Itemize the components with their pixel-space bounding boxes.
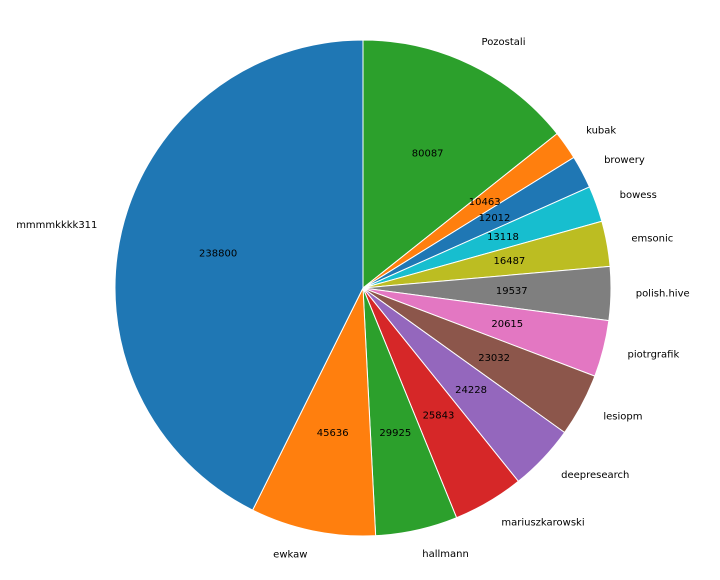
slice-category-label-deepresearch: deepresearch <box>561 470 629 481</box>
slice-value-label-lesiopm: 23032 <box>478 353 510 364</box>
slice-category-label-emsonic: emsonic <box>631 234 673 245</box>
slices-layer <box>114 39 612 537</box>
category-labels-layer: Pozostali kubak browery bowess emsonic polish… <box>16 37 689 561</box>
slice-value-label-emsonic: 16487 <box>493 256 525 267</box>
slice-category-label-mariuszkarowski: mariuszkarowski <box>501 518 584 529</box>
slice-value-label-hallmann: 29925 <box>379 428 411 439</box>
slice-category-label-hallmann: hallmann <box>422 549 469 560</box>
slice-category-label-lesiopm: lesiopm <box>603 412 642 423</box>
slice-value-label-polish-hive: 19537 <box>496 286 528 297</box>
slice-value-label-piotrgrafik: 20615 <box>491 319 523 330</box>
slice-value-label-ewkaw: 45636 <box>317 428 349 439</box>
slice-value-label-deepresearch: 24228 <box>455 385 487 396</box>
slice-category-label-polish-hive: polish.hive <box>636 289 690 300</box>
pie-slice-ewkaw <box>252 287 377 537</box>
slice-value-label-pozostali: 80087 <box>412 148 444 159</box>
slice-value-label-bowess: 13118 <box>487 232 519 243</box>
slice-category-label-bowess: bowess <box>620 190 657 201</box>
value-labels-layer: 80087 10463 12012 13118 16487 19537 20615 23032… <box>199 148 528 439</box>
slice-value-label-mmmmkkkk311: 238800 <box>199 248 237 259</box>
pie-slice-mmmmkkkk311 <box>114 39 364 511</box>
slice-category-label-pozostali: Pozostali <box>482 37 526 48</box>
slice-category-label-mmmmkkkk311: mmmmkkkk311 <box>16 220 97 231</box>
slice-category-label-kubak: kubak <box>586 126 616 137</box>
slice-value-label-browery: 12012 <box>479 213 511 224</box>
slice-value-label-mariuszkarowski: 25843 <box>423 411 455 422</box>
slice-category-label-piotrgrafik: piotrgrafik <box>627 349 679 360</box>
slice-value-label-kubak: 10463 <box>469 197 501 208</box>
pie-slice-pozostali <box>362 39 558 289</box>
slice-category-label-browery: browery <box>604 155 645 166</box>
slice-category-label-ewkaw: ewkaw <box>273 550 307 561</box>
